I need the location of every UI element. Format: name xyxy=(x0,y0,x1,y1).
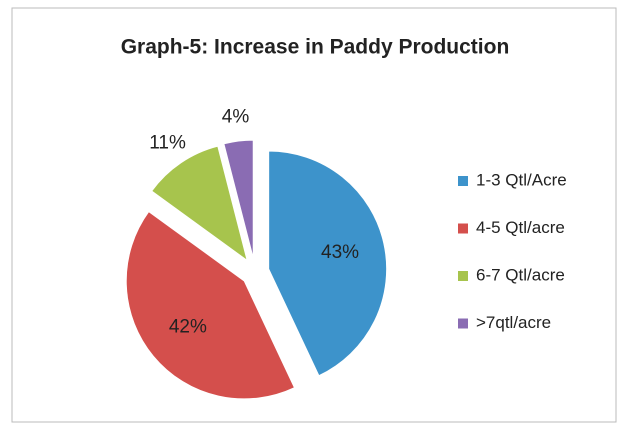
legend-swatch xyxy=(458,223,468,234)
data-label: 11% xyxy=(149,132,186,153)
data-label: 42% xyxy=(169,317,207,338)
legend-swatch xyxy=(458,176,468,186)
legend-swatch xyxy=(458,318,468,329)
legend-label: >7qtl/acre xyxy=(476,313,551,332)
legend-label: 4-5 Qtl/acre xyxy=(476,218,565,237)
pie-slice xyxy=(150,145,248,262)
data-label: 4% xyxy=(222,107,250,128)
legend-label: 1-3 Qtl/Acre xyxy=(476,170,567,189)
pie-slice xyxy=(223,139,254,259)
pie-slice xyxy=(268,150,388,377)
data-label: 43% xyxy=(321,242,359,263)
chart-title: Graph-5: Increase in Paddy Production xyxy=(121,36,510,59)
legend-label: 6-7 Qtl/acre xyxy=(476,265,565,284)
legend-swatch xyxy=(458,271,468,281)
pie-slice xyxy=(125,210,296,400)
